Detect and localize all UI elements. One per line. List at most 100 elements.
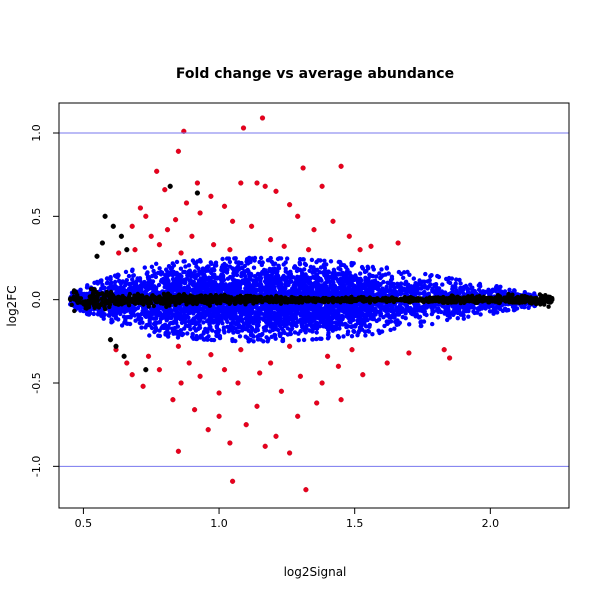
- blue-point: [156, 282, 162, 288]
- blue-point: [331, 280, 336, 285]
- blue-point: [435, 315, 441, 320]
- blue-point: [242, 263, 247, 269]
- blue-point: [166, 331, 171, 336]
- blue-point: [285, 256, 290, 261]
- blue-point: [256, 323, 261, 328]
- blue-point: [250, 256, 255, 261]
- blue-point: [410, 311, 415, 317]
- blue-point: [272, 312, 277, 317]
- blue-point: [398, 281, 404, 286]
- blue-point: [154, 261, 159, 266]
- blue-point: [418, 281, 423, 287]
- blue-point: [168, 320, 174, 326]
- blue-point: [283, 269, 288, 274]
- blue-point: [436, 274, 442, 280]
- blue-point: [264, 306, 269, 311]
- blue-point: [411, 276, 416, 281]
- blue-point: [337, 326, 342, 331]
- blue-point: [130, 267, 135, 272]
- blue-point: [272, 261, 278, 266]
- blue-point: [216, 329, 221, 335]
- blue-point: [300, 257, 306, 262]
- blue-point: [417, 314, 423, 319]
- blue-point: [506, 307, 511, 313]
- blue-point: [209, 270, 214, 276]
- blue-point: [147, 318, 152, 323]
- blue-point: [450, 284, 455, 289]
- blue-point: [307, 311, 313, 317]
- blue-point: [122, 283, 128, 288]
- blue-point: [102, 312, 107, 317]
- blue-point: [124, 278, 129, 283]
- blue-point: [349, 324, 354, 330]
- blue-point: [328, 315, 334, 321]
- blue-point: [377, 330, 382, 336]
- blue-point: [260, 306, 265, 311]
- blue-point: [198, 333, 204, 338]
- blue-point: [236, 260, 241, 265]
- blue-point: [304, 284, 310, 289]
- blue-point: [365, 310, 371, 315]
- blue-point: [182, 259, 187, 264]
- blue-point: [286, 282, 291, 288]
- blue-point: [213, 282, 219, 287]
- chart-title: Fold change vs average abundance: [176, 66, 454, 82]
- blue-point: [246, 286, 252, 291]
- blue-point: [296, 338, 301, 343]
- blue-point: [192, 325, 197, 331]
- blue-point: [389, 276, 395, 282]
- blue-point: [145, 274, 151, 280]
- blue-point: [331, 307, 336, 312]
- blue-point: [284, 322, 290, 327]
- blue-point: [370, 264, 375, 270]
- blue-point: [367, 324, 372, 329]
- blue-point: [186, 323, 192, 328]
- blue-point: [413, 287, 418, 292]
- blue-point: [286, 306, 292, 311]
- blue-point: [368, 314, 373, 319]
- blue-point: [449, 276, 455, 281]
- blue-point: [194, 321, 199, 326]
- blue-point: [291, 320, 297, 326]
- blue-point: [388, 319, 394, 324]
- blue-point: [442, 291, 448, 296]
- blue-point: [359, 264, 365, 270]
- blue-point: [245, 336, 250, 341]
- blue-point: [312, 268, 317, 273]
- blue-point: [181, 269, 186, 275]
- blue-point: [277, 323, 283, 329]
- blue-point: [332, 284, 338, 290]
- blue-point: [135, 312, 140, 317]
- blue-point: [209, 261, 214, 266]
- blue-point: [313, 290, 318, 295]
- blue-point: [108, 277, 113, 282]
- blue-point: [385, 280, 390, 285]
- blue-point: [163, 273, 168, 278]
- blue-point: [388, 327, 393, 333]
- blue-point: [225, 267, 230, 273]
- blue-point: [230, 320, 235, 325]
- blue-point: [402, 270, 407, 275]
- blue-point: [258, 255, 264, 261]
- blue-point: [454, 290, 460, 295]
- blue-point: [292, 330, 298, 335]
- blue-point: [342, 284, 347, 290]
- blue-point: [264, 313, 270, 318]
- blue-point: [351, 328, 356, 334]
- blue-point: [343, 279, 348, 284]
- blue-point: [326, 270, 331, 275]
- blue-point: [178, 280, 183, 285]
- blue-point: [231, 273, 236, 278]
- blue-point: [211, 266, 216, 272]
- blue-point: [265, 258, 271, 263]
- blue-point: [226, 256, 232, 261]
- blue-point: [386, 271, 391, 276]
- blue-point: [362, 269, 368, 275]
- blue-point: [453, 281, 458, 286]
- blue-point: [360, 327, 365, 332]
- blue-point: [112, 308, 117, 314]
- blue-point: [430, 289, 435, 294]
- blue-point: [149, 325, 155, 331]
- blue-point: [217, 275, 223, 280]
- blue-point: [458, 312, 464, 317]
